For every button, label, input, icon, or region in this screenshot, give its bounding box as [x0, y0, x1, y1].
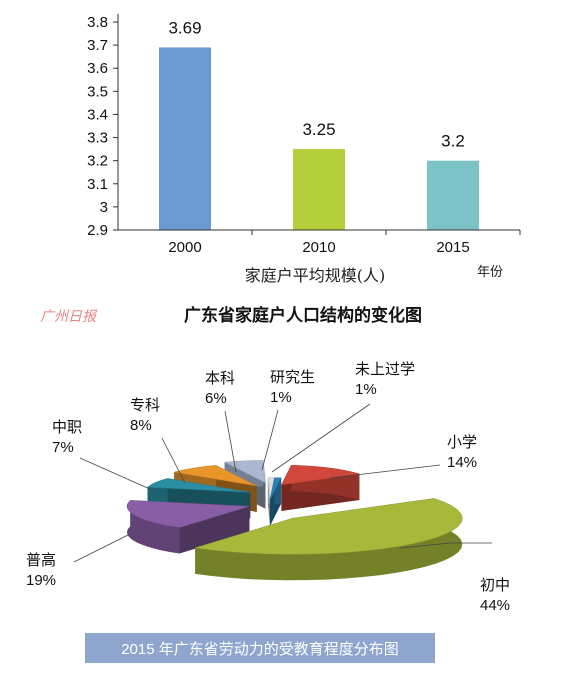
y-tick-label: 3.3	[87, 130, 108, 147]
y-tick-label: 3.2	[87, 153, 108, 170]
slice-label: 本科	[205, 370, 235, 387]
bar-chart-title: 广东省家庭户人口结构的变化图	[184, 305, 422, 325]
slice-label: 初中	[480, 577, 510, 594]
slice-percent: 6%	[205, 390, 227, 407]
slice-percent: 14%	[447, 454, 477, 471]
slice-label: 研究生	[270, 369, 315, 386]
leader-line	[161, 437, 186, 484]
bar	[293, 149, 345, 230]
pie-slice	[280, 465, 360, 511]
y-axis: 2.9 3 3.1 3.2 3.3 3.4 3.5 3.6 3.7 3.8	[87, 14, 119, 239]
leader-line	[271, 403, 371, 473]
leader-line	[329, 464, 441, 479]
y-tick-label: 2.9	[87, 222, 108, 239]
pie-chart-title: 2015 年广东省劳动力的受教育程度分布图	[121, 641, 399, 658]
slice-label: 小学	[447, 434, 477, 451]
bar-chart: 2.9 3 3.1 3.2 3.3 3.4 3.5 3.6 3.7 3.8 3.69 3.25 3.2…	[87, 14, 521, 285]
watermark-logo: 广州日报	[40, 309, 98, 325]
y-tick-label: 3.5	[87, 83, 108, 100]
pie-slice	[195, 498, 463, 581]
y-tick-label: 3.4	[87, 106, 108, 123]
y-tick-label: 3.8	[87, 14, 108, 31]
slice-label: 中职	[52, 419, 82, 436]
x-tick-label: 2015	[436, 239, 469, 256]
x-tick-label: 2000	[168, 239, 201, 256]
slice-percent: 44%	[480, 597, 510, 614]
bar-series: 3.69 3.25 3.2	[159, 18, 479, 230]
bar	[159, 47, 211, 230]
pie-slices	[126, 460, 463, 581]
pie-chart: 研究生 1% 未上过学 1% 小学 14% 初中 44% 普高 19% 中职 7% 专科 8% 本科 6%	[26, 361, 510, 614]
bar-value-label: 3.25	[302, 120, 335, 139]
slice-percent: 8%	[130, 417, 152, 434]
x-axis: 2000 2010 2015	[118, 229, 521, 256]
leader-line	[73, 534, 129, 563]
bar-value-label: 3.2	[441, 132, 465, 151]
bar	[427, 160, 479, 230]
pie-slice	[269, 477, 282, 526]
y-tick-label: 3.7	[87, 37, 108, 54]
x-tick-label: 2010	[302, 239, 335, 256]
x-axis-label: 家庭户平均规模(人)	[245, 266, 386, 285]
slice-percent: 19%	[26, 572, 56, 589]
bar-value-label: 3.69	[168, 18, 201, 37]
leader-line	[79, 457, 153, 491]
slice-percent: 1%	[270, 389, 292, 406]
y-tick-label: 3	[100, 199, 108, 216]
pie-leader-lines	[73, 403, 492, 563]
y-tick-label: 3.6	[87, 60, 108, 77]
pie-slice	[126, 500, 250, 554]
pie-title-banner	[85, 633, 435, 663]
leader-line	[399, 542, 492, 549]
slice-percent: 1%	[355, 381, 377, 398]
x-axis-unit: 年份	[477, 264, 503, 279]
pie-labels: 研究生 1% 未上过学 1% 小学 14% 初中 44% 普高 19% 中职 7% 专科 8% 本科 6%	[26, 361, 510, 614]
slice-label: 未上过学	[355, 361, 415, 378]
leader-line	[261, 409, 279, 471]
leader-line	[224, 410, 237, 473]
y-tick-label: 3.1	[87, 176, 108, 193]
slice-percent: 7%	[52, 439, 74, 456]
slice-label: 专科	[130, 397, 160, 414]
slice-label: 普高	[26, 552, 56, 569]
